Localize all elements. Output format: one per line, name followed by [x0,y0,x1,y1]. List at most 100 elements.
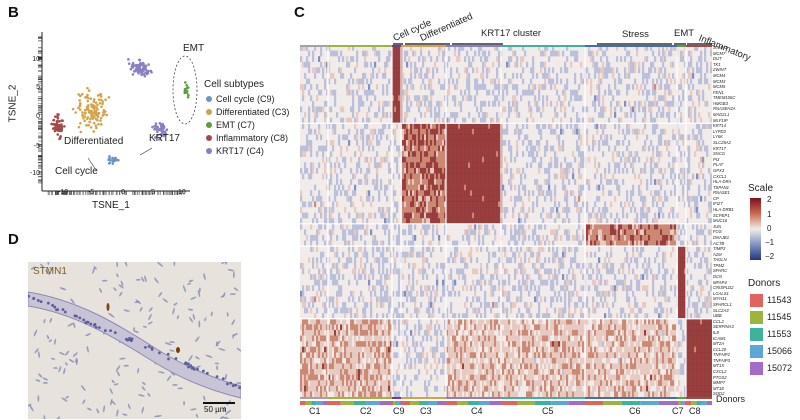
tsne-point [108,155,111,158]
tsne-point [93,109,96,113]
scale-colorbar [750,198,761,260]
legend-dot [206,148,212,154]
ytick-label: 10 [32,56,40,63]
donor-label: 15072 [767,363,793,373]
ytick-label: 0 [36,113,40,120]
gene-label: SPARCL1 [713,302,732,308]
gene-label: JUN [713,223,722,229]
ihc-tissue-drawing [28,262,241,419]
legend-label: EMT (C7) [216,120,255,130]
gene-label: RNASE1 [713,190,730,196]
tsne-point [131,61,135,65]
tsne-point [156,133,159,137]
tsne-point [83,115,87,118]
gene-label: MMP7 [713,380,726,386]
tsne-point [83,112,87,115]
annotation-cell-cycle: Cell cycle [55,166,98,177]
tsne-point [111,160,115,163]
tsne-point [134,68,138,72]
gene-label: CCL2 [713,318,724,324]
donor-label: 15066 [767,346,793,356]
tsne-xlabel: TSNE_1 [92,200,130,211]
tsne-point [140,71,144,75]
legend-item: Inflammatory (C8) [206,133,288,143]
gene-label: SLC26A2 [713,139,731,145]
gene-label: FOS [713,229,722,235]
tsne-point [127,58,130,61]
tsne-point [79,130,83,134]
gene-label: STMN1 [713,45,728,50]
tsne-point [86,106,90,109]
gene-label: IL8 [713,329,719,335]
group-label-stress: Stress [622,29,649,40]
gene-label: DCN [713,274,723,280]
tsne-point [86,93,89,97]
legend-dot [206,122,212,128]
gene-label: MCM4 [713,72,726,78]
tsne-point [89,97,93,100]
gene-label: TPM2 [713,262,725,268]
gene-label: MCM3 [713,78,726,84]
tsne-point [156,128,160,132]
legend-dot [206,135,212,141]
gene-label: MT1E [713,385,725,391]
donor-swatch [750,362,763,375]
tsne-point [139,62,143,66]
tsne-point [127,62,131,65]
scale-tick: −2 [765,252,775,261]
tsne-xtick-labels: -10 -5 0 5 10 [0,189,200,199]
xtick-label: -5 [88,189,95,196]
tsne-point [100,105,103,108]
tsne-point [103,110,107,113]
tsne-point [186,86,190,89]
xtick-label: -10 [58,189,69,196]
tsne-point [154,127,158,130]
tsne-point [71,107,75,111]
tsne-point [81,114,84,117]
tsne-point [99,95,103,98]
tsne-point [56,133,60,136]
gene-label: TNFAIP2 [713,352,730,358]
tsne-point [146,71,150,75]
cluster-label-c8: C8 [689,406,701,416]
tsne-point [90,103,93,106]
tsne-point [92,121,96,125]
gene-label: ZWINT [713,67,727,73]
tsne-point [94,111,98,114]
tsne-point [57,129,61,133]
tsne-point [138,58,141,62]
tsne-point [80,92,84,96]
tsne-point [131,73,135,76]
legend-item: EMT (C7) [206,120,255,130]
annotation-krt17: KRT17 [149,133,180,144]
tsne-point [143,67,147,70]
tsne-point [78,103,82,107]
gene-label: IFI27 [713,201,723,207]
ihc-image [28,262,241,419]
tsne-point [184,81,187,84]
cluster-label-c3: C3 [420,406,432,416]
tsne-point [150,70,153,74]
tsne-point [89,117,92,121]
tsne-point [102,112,106,116]
cluster-label-c7: C7 [672,406,684,416]
gene-label: CCL20 [713,346,727,352]
tsne-point [107,96,111,99]
gene-label: CRISPLD2 [713,285,734,291]
ytick-label: 5 [36,84,40,91]
gene-label: HLA-DRB1 [713,207,734,213]
gene-label: KRT14 [713,123,726,129]
tsne-point [97,93,101,97]
tsne-point [78,99,81,102]
gene-label: UBB [713,313,722,319]
tsne-point [91,106,95,109]
donor-swatch [750,328,763,341]
legend-dot [206,96,212,102]
gene-label: MT1X [713,363,725,369]
cluster-label-c9: C9 [393,406,405,416]
tsne-point [108,161,111,165]
tsne-point [183,91,187,95]
tsne-point [111,162,115,165]
scale-tick: 0 [767,224,772,233]
xtick-label: 5 [151,189,155,196]
